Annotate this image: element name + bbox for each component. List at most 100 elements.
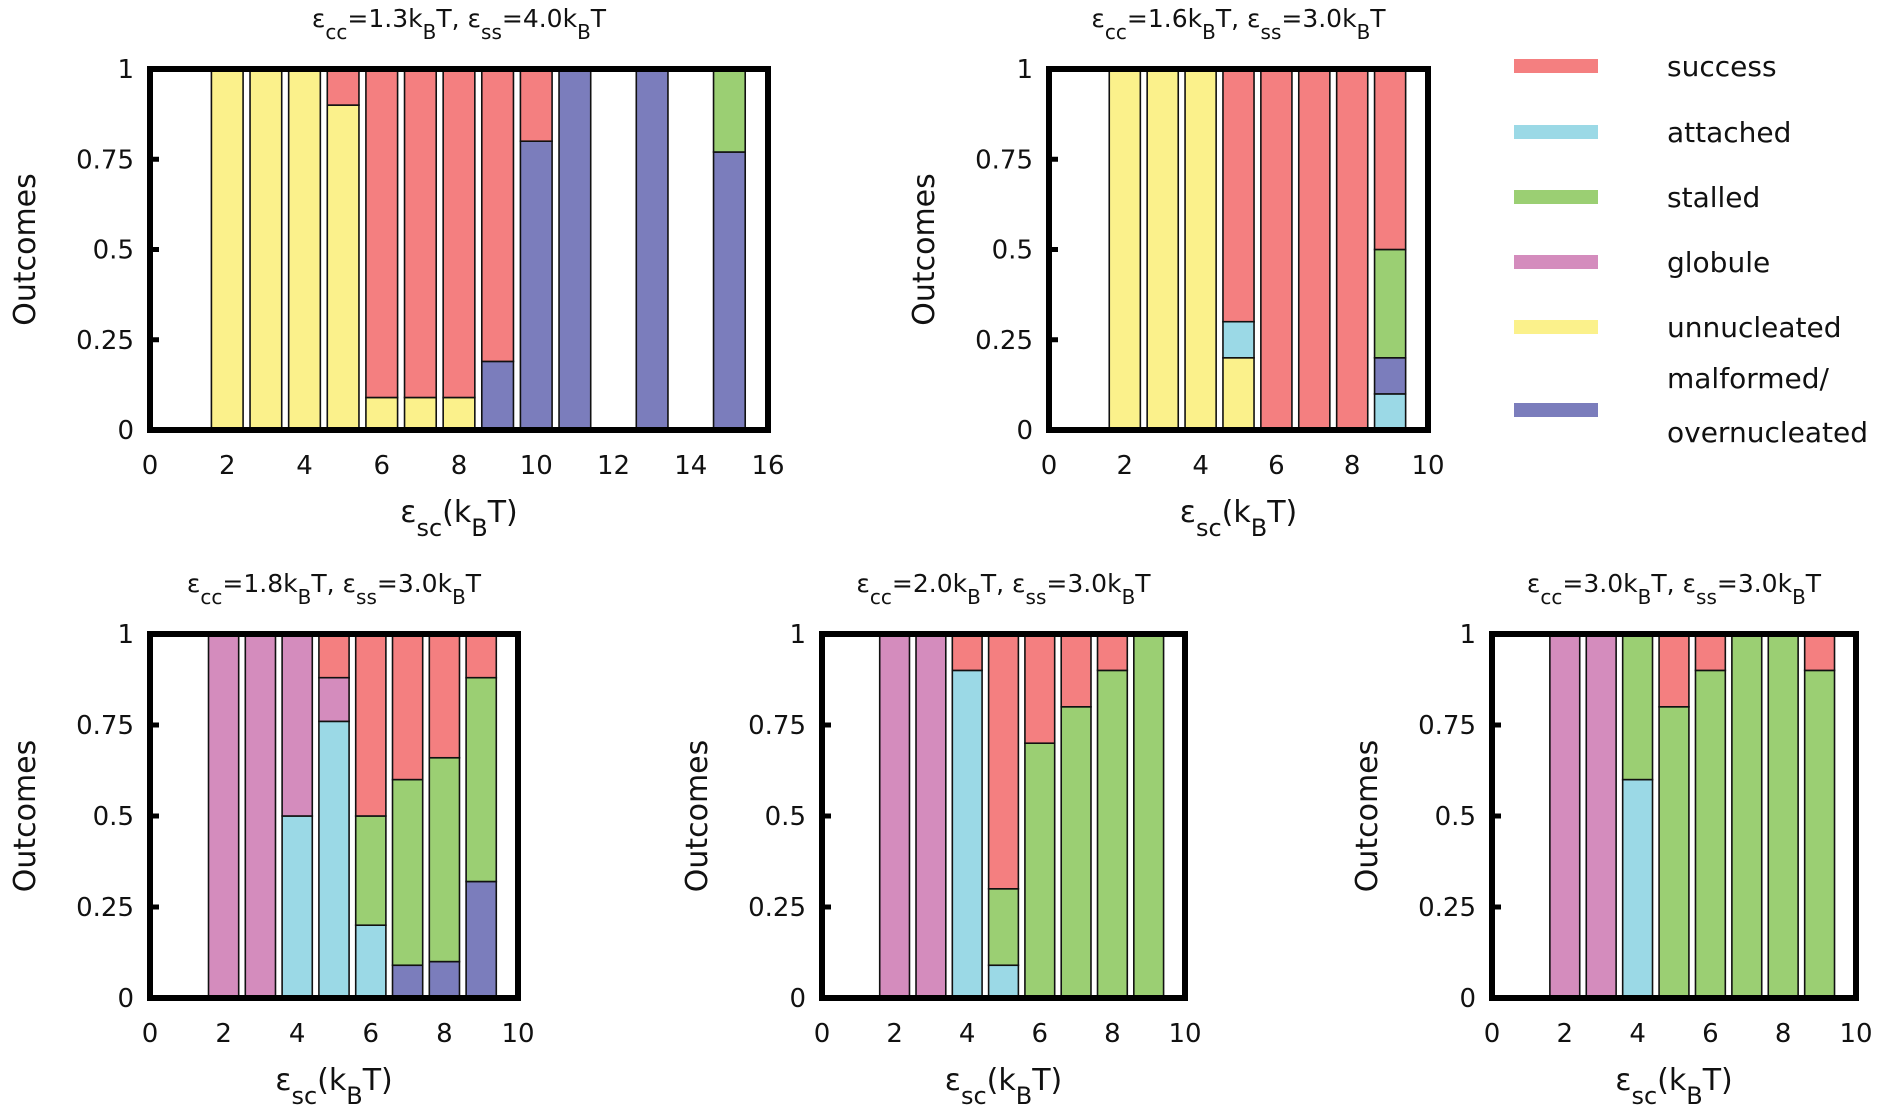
text-span: T, ε (435, 4, 481, 33)
bar-stack (1024, 633, 1056, 999)
bar-segment-stalled (1767, 633, 1799, 999)
bar-segment-unnucleated (287, 68, 322, 431)
subscript: ss (1026, 585, 1047, 609)
y-tick-label: 0.5 (93, 802, 134, 832)
bar-stack (1694, 633, 1727, 999)
chart-title: εcc=1.3kBT, εss=4.0kBT (312, 4, 607, 44)
subscript: B (1638, 585, 1652, 609)
x-tick-label: 8 (1344, 451, 1361, 481)
chart-title: εcc=2.0kBT, εss=3.0kBT (856, 569, 1151, 609)
subscript: sc (416, 514, 442, 542)
bar-segment-stalled (1133, 633, 1165, 999)
y-tick-label: 0.5 (1435, 802, 1476, 832)
bar-segment-stalled (391, 778, 424, 967)
subscript: B (471, 514, 487, 542)
bar-segment-unnucleated (326, 104, 360, 431)
y-tick-label: 0.25 (76, 326, 134, 356)
bar-segment-unnucleated (365, 396, 399, 431)
legend-label: success (1667, 50, 1777, 83)
bar-segment-unnucleated (1222, 356, 1255, 431)
bar-stack (480, 68, 515, 431)
bar-stack (1658, 633, 1690, 999)
subscript: B (967, 585, 981, 609)
bar-segment-globule (1549, 633, 1581, 999)
subscript: B (1251, 514, 1267, 542)
x-tick-label: 2 (1117, 451, 1134, 481)
legend-item-attached: attached (1514, 116, 1791, 149)
x-tick-label: 2 (1557, 1019, 1574, 1049)
legend-label: malformed/ (1667, 362, 1829, 395)
y-axis-label: Outcomes (1350, 740, 1385, 893)
y-tick-label: 0.25 (76, 893, 134, 923)
bar-segment-unnucleated (1146, 68, 1180, 431)
bar-segment-unnucleated (1108, 68, 1142, 431)
bar-segment-success (354, 633, 387, 817)
y-axis-label: Outcomes (8, 740, 43, 893)
y-tick-label: 0.75 (1418, 711, 1476, 741)
bar-stack (878, 633, 911, 999)
bar-segment-success (326, 68, 360, 106)
y-tick-label: 1 (789, 620, 806, 650)
bar-segment-malformed (712, 151, 747, 431)
x-tick-label: 2 (886, 1019, 903, 1049)
bar-segment-globule (878, 633, 911, 999)
bar-stack (987, 633, 1020, 999)
legend-item-malformed: malformed/overnucleated (1514, 362, 1868, 449)
subscript: sc (1631, 1082, 1657, 1110)
x-tick-label: 12 (597, 451, 630, 481)
text-span: (k (1222, 495, 1252, 530)
subscript: B (1792, 585, 1806, 609)
subscript: B (452, 585, 466, 609)
subscript: B (1357, 20, 1371, 44)
bar-stack (1335, 68, 1369, 431)
text-span: T (465, 569, 482, 598)
subscript: ss (1261, 20, 1282, 44)
y-tick-label: 0.75 (76, 711, 134, 741)
chart-title: εcc=1.8kBT, εss=3.0kBT (187, 569, 482, 609)
bar-segment-stalled (354, 815, 387, 926)
subscript: ss (481, 20, 502, 44)
text-span: (k (1657, 1063, 1687, 1098)
bar-segment-unnucleated (249, 68, 283, 431)
text-span: ε (1180, 495, 1196, 530)
bar-segment-unnucleated (403, 396, 438, 431)
bar-stack (1373, 68, 1407, 431)
subscript: B (423, 20, 437, 44)
text-span: ε (856, 569, 870, 598)
bar-segment-globule (207, 633, 240, 999)
bar-segment-malformed (519, 140, 553, 431)
bar-segment-success (519, 68, 553, 142)
bar-segment-attached (318, 720, 350, 999)
text-span: (k (987, 1063, 1017, 1098)
bar-stack (287, 68, 322, 431)
text-span: T, ε (1650, 569, 1696, 598)
bar-segment-success (365, 68, 399, 399)
x-tick-label: 10 (501, 1019, 534, 1049)
subscript: sc (961, 1082, 987, 1110)
bar-segment-stalled (1621, 633, 1654, 781)
text-span: T (1134, 569, 1151, 598)
bar-segment-success (442, 68, 476, 399)
bar-stack (1767, 633, 1799, 999)
x-tick-label: 0 (814, 1019, 831, 1049)
bar-segment-success (1024, 633, 1056, 744)
bar-stack (712, 68, 747, 431)
x-tick-label: 2 (219, 451, 236, 481)
legend-swatch (1514, 320, 1598, 334)
subscript: cc (1540, 585, 1562, 609)
text-span: T (1369, 4, 1386, 33)
x-tick-label: 8 (451, 451, 468, 481)
bar-segment-success (1297, 68, 1331, 431)
x-axis-label: εsc(kBT) (1180, 495, 1298, 542)
x-tick-label: 8 (436, 1019, 453, 1049)
legend-label: globule (1667, 246, 1770, 279)
y-tick-label: 0.25 (1418, 893, 1476, 923)
x-axis-label: εsc(kBT) (400, 495, 518, 542)
x-tick-label: 14 (674, 451, 707, 481)
y-axis-label: Outcomes (680, 740, 715, 893)
bar-segment-malformed (428, 960, 461, 999)
text-span: ε (275, 1063, 291, 1098)
bar-segment-stalled (1694, 669, 1727, 999)
bar-segment-success (428, 633, 461, 759)
